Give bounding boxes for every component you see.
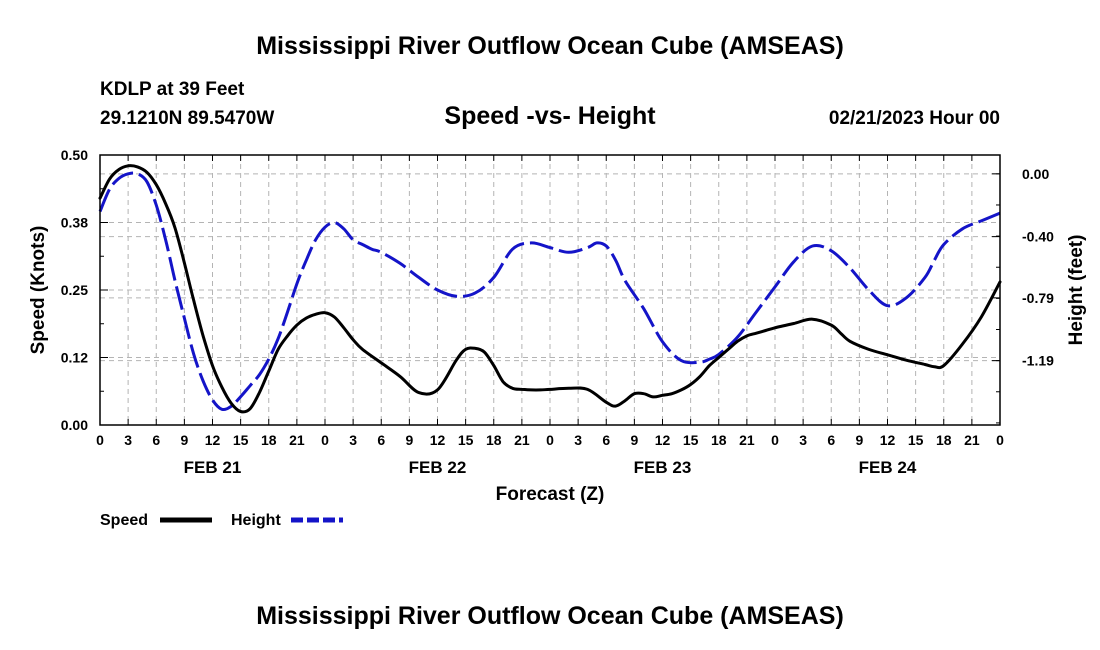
x-tick-label: 9: [855, 432, 863, 448]
x-tick-label: 9: [630, 432, 638, 448]
series-line-speed: [98, 164, 1002, 414]
x-tick-label: 6: [827, 432, 835, 448]
legend-speed-label: Speed: [100, 512, 148, 529]
legend-height-label: Height: [231, 512, 281, 529]
x-tick-label: 0: [996, 432, 1004, 448]
y-tick-label-left: 0.38: [61, 215, 88, 231]
x-tick-label: 15: [683, 432, 699, 448]
x-tick-label: 21: [964, 432, 980, 448]
x-tick-label: 12: [430, 432, 446, 448]
x-tick-label: 18: [261, 432, 277, 448]
legend: Speed Height: [100, 512, 343, 529]
x-tick-label: 12: [205, 432, 221, 448]
day-label: FEB 22: [409, 458, 467, 477]
x-tick-label: 3: [799, 432, 807, 448]
x-tick-label: 21: [739, 432, 755, 448]
location-label: 29.1210N 89.5470W: [100, 108, 274, 129]
x-tick-label: 6: [152, 432, 160, 448]
grid-lines: [100, 155, 1000, 425]
x-tick-label: 18: [711, 432, 727, 448]
y-tick-label-right: -1.19: [1022, 353, 1054, 369]
chart-subtitle: Speed -vs- Height: [444, 102, 656, 130]
left-tick-labels: 0.00 0.12 0.25 0.38 0.50: [61, 147, 88, 433]
day-label: FEB 24: [859, 458, 917, 477]
x-tick-label: 3: [574, 432, 582, 448]
chart-title: Mississippi River Outflow Ocean Cube (AM…: [256, 32, 844, 60]
x-tick-label: 0: [96, 432, 104, 448]
x-tick-label: 9: [405, 432, 413, 448]
right-tick-labels: 0.00 -0.40 -0.79 -1.19: [1022, 166, 1054, 369]
series-line-height: [98, 171, 1001, 412]
x-tick-label: 15: [233, 432, 249, 448]
x-tick-label: 15: [908, 432, 924, 448]
x-tick-label: 3: [124, 432, 132, 448]
x-tick-label: 18: [486, 432, 502, 448]
y-tick-label-left: 0.00: [61, 417, 88, 433]
date-label: 02/21/2023 Hour 00: [829, 108, 1000, 129]
x-tick-label: 0: [546, 432, 554, 448]
series-layer: [98, 164, 1002, 414]
plot-area: [98, 154, 1002, 426]
y-tick-label-right: 0.00: [1022, 166, 1049, 182]
x-tick-label: 0: [321, 432, 329, 448]
station-label: KDLP at 39 Feet: [100, 79, 245, 100]
x-tick-label: 18: [936, 432, 952, 448]
x-axis-label: Forecast (Z): [496, 484, 605, 505]
y-tick-label-left: 0.12: [61, 350, 88, 366]
day-labels: FEB 21 FEB 22 FEB 23 FEB 24: [184, 458, 917, 477]
axis-ticks: [99, 154, 1001, 426]
x-tick-label: 3: [349, 432, 357, 448]
x-tick-label: 6: [602, 432, 610, 448]
day-label: FEB 21: [184, 458, 242, 477]
x-tick-label: 15: [458, 432, 474, 448]
y-tick-label-right: -0.79: [1022, 290, 1054, 306]
x-tick-label: 0: [771, 432, 779, 448]
x-tick-label: 9: [180, 432, 188, 448]
y-axis-label-right: Height (feet): [1066, 235, 1087, 346]
x-tick-label: 6: [377, 432, 385, 448]
x-tick-label: 12: [880, 432, 896, 448]
x-tick-label: 12: [655, 432, 671, 448]
y-tick-label-left: 0.50: [61, 147, 88, 163]
x-tick-label: 21: [289, 432, 305, 448]
y-axis-label-left: Speed (Knots): [28, 226, 49, 355]
y-tick-label-left: 0.25: [61, 282, 88, 298]
day-label: FEB 23: [634, 458, 692, 477]
footer-title: Mississippi River Outflow Ocean Cube (AM…: [256, 602, 844, 630]
y-tick-label-right: -0.40: [1022, 229, 1054, 245]
x-tick-labels: 0 3 6 9 12 15 18 21 0 3 6 9 12 15 18 21 0 3 6 9 12 15 18 21 0 3 6 9…: [96, 432, 1004, 448]
x-tick-label: 21: [514, 432, 530, 448]
